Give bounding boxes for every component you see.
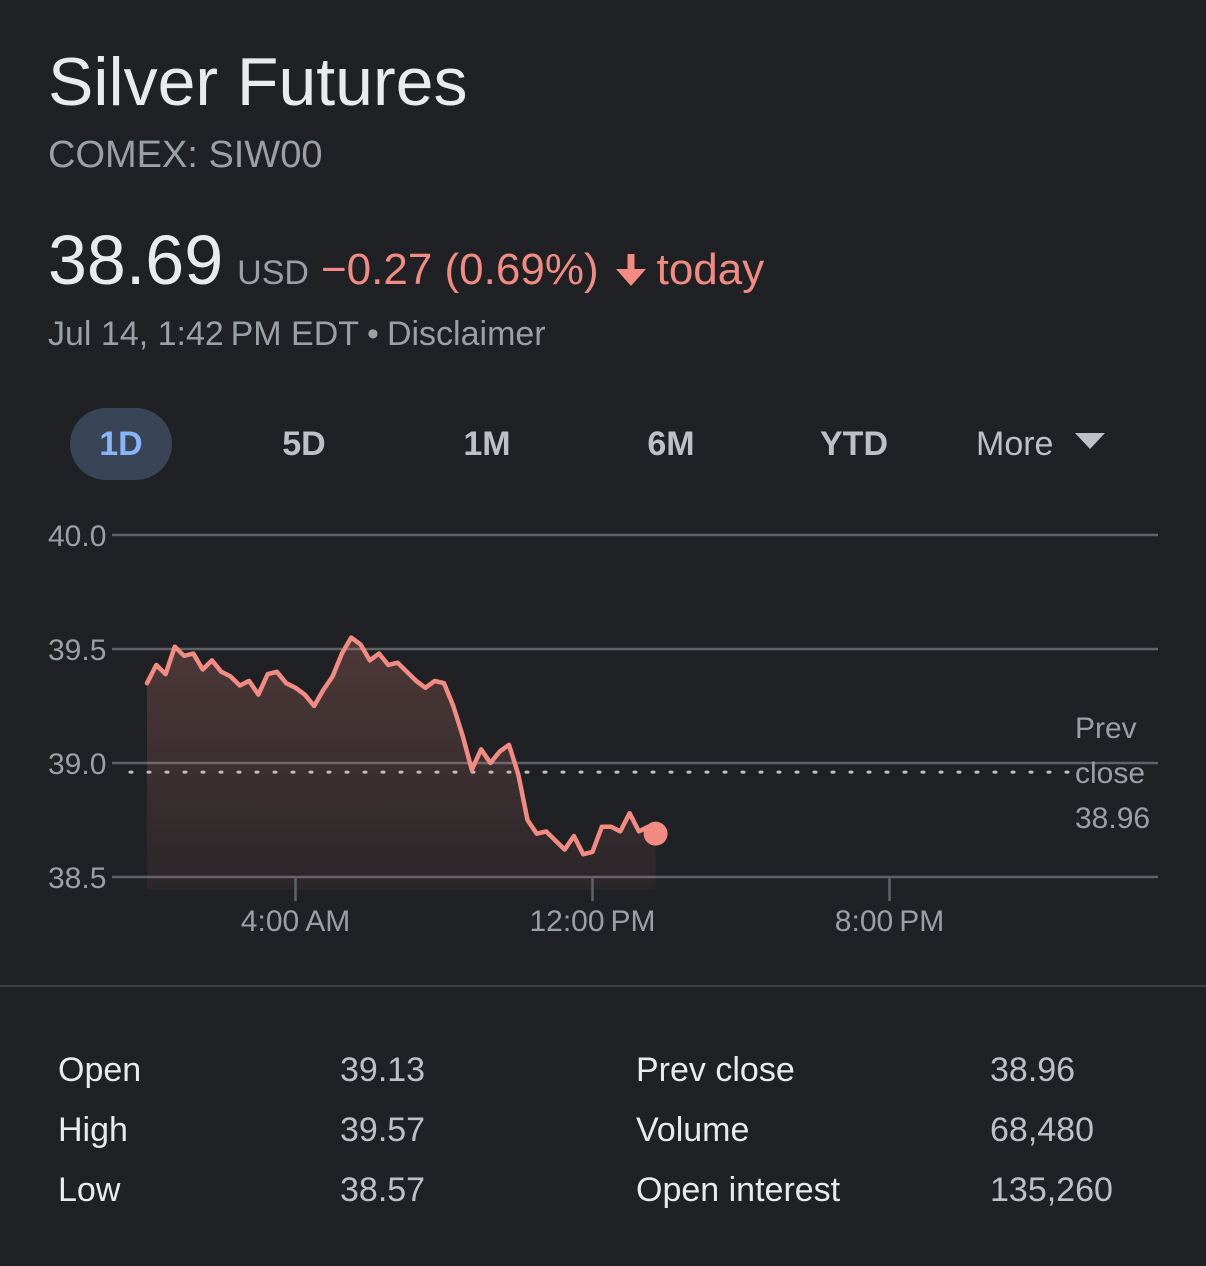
disclaimer-link[interactable]: Disclaimer [386,315,546,353]
change-period: today [656,245,765,294]
stat-value-volume: 68,480 [990,1111,1094,1149]
price-row: 38.69 USD −0.27 (0.69%) today [48,220,764,300]
range-tabs: 1D 5D 1M 6M YTD More [30,408,1140,482]
price-change: −0.27 (0.69%) [320,245,599,294]
stat-value-open-interest: 135,260 [990,1171,1113,1209]
prev-close-label: close [1075,757,1145,790]
stat-label-prev-close: Prev close [636,1051,795,1089]
tab-6m[interactable]: 6M [647,425,695,463]
stat-value-low: 38.57 [340,1171,426,1209]
page-title: Silver Futures [48,44,468,120]
chevron-down-icon [1075,433,1106,449]
x-tick-label: 8:00 PM [835,905,944,938]
x-tick-label: 12:00 PM [529,905,655,938]
current-price: 38.69 [48,221,224,299]
quote-meta: Jul 14, 1:42 PM EDT • Disclaimer [48,314,546,354]
stat-label-volume: Volume [636,1111,750,1149]
meta-separator: • [367,315,379,353]
stat-value-high: 39.57 [340,1111,426,1149]
price-area-fill [147,637,656,890]
tab-more[interactable]: More [976,408,1106,480]
tab-ytd[interactable]: YTD [820,425,888,463]
y-tick-label: 39.0 [48,748,106,781]
stat-label-open-interest: Open interest [636,1171,841,1209]
tab-1m[interactable]: 1M [463,425,511,463]
currency-label: USD [237,254,309,292]
tab-5d[interactable]: 5D [282,425,326,463]
stat-label-high: High [58,1111,128,1149]
section-divider [0,985,1206,987]
tab-more-label: More [976,425,1054,463]
y-tick-label: 38.5 [48,862,106,895]
prev-close-label: 38.96 [1075,802,1150,835]
stat-value-prev-close: 38.96 [990,1051,1076,1089]
stat-label-open: Open [58,1051,142,1089]
exchange-symbol: COMEX: SIW00 [48,134,323,176]
current-price-marker [643,821,668,846]
stat-label-low: Low [58,1171,121,1209]
price-line [144,635,658,857]
y-tick-label: 40.0 [48,520,106,553]
y-tick-label: 39.5 [48,634,106,667]
arrow-down-icon [611,252,651,288]
price-chart[interactable]: 38.5 39.0 39.5 40.0 4:00 AM 12:00 PM 8:00 PM Pr… [0,500,1206,950]
prev-close-label: Prev [1075,712,1137,745]
tab-1d[interactable]: 1D [70,408,172,480]
x-tick-label: 4:00 AM [241,905,350,938]
quote-timestamp: Jul 14, 1:42 PM EDT [48,315,360,353]
stat-value-open: 39.13 [340,1051,426,1089]
